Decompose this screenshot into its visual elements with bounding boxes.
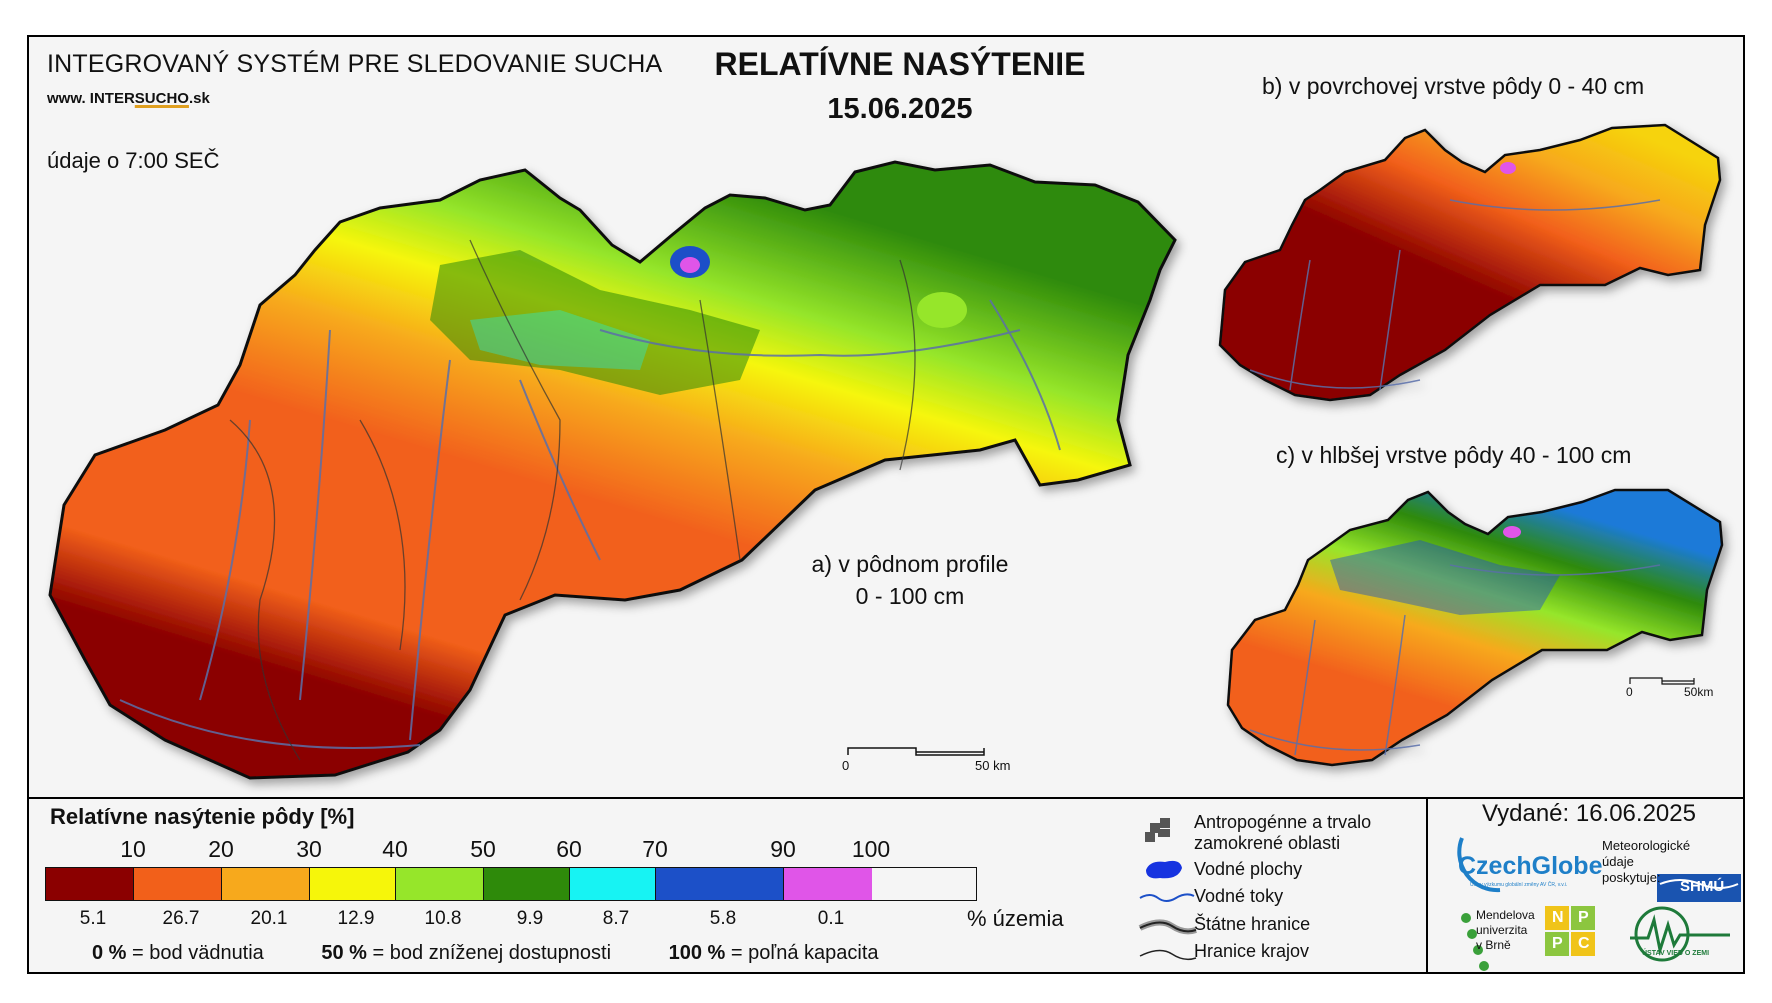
legend-tick-90: 90 <box>770 836 796 862</box>
legend-share-7: 8.7 <box>602 908 630 929</box>
symbol-water-body-label: Vodné plochy <box>1194 859 1303 879</box>
url-prefix: www. INTER <box>47 90 135 107</box>
main-map-rivers <box>119 299 1061 749</box>
legend-class-4 <box>310 868 396 900</box>
legend-share-4: 12.9 <box>337 908 375 929</box>
main-map-purple-spot <box>680 257 700 273</box>
legend-share-8: 5.8 <box>709 908 737 929</box>
ustav-logo-icon <box>1630 906 1730 962</box>
small-scale-zero: 0 <box>1626 685 1633 699</box>
bottom-small-map-blue-zone <box>1330 540 1560 615</box>
symbol-state-border-inner-icon <box>1139 921 1197 933</box>
legend-tick-100: 100 <box>851 836 891 862</box>
map-date: 15.06.2025 <box>827 93 973 125</box>
shmu-logo-icon <box>1657 874 1741 902</box>
main-map-label-line1: a) v pôdnom profile <box>811 551 1009 577</box>
issued-date: Vydané: 16.06.2025 <box>1482 800 1696 827</box>
top-small-map-label: b) v povrchovej vrstve pôdy 0 - 40 cm <box>1262 73 1645 99</box>
bottom-small-map <box>1226 488 1724 767</box>
nppc-letter-n: N <box>1552 909 1564 926</box>
legend-tick-70: 70 <box>642 836 668 862</box>
symbol-anthropogenic-label: Antropogénne a trvalo zamokrené oblasti <box>1194 812 1372 853</box>
legend-share-2: 26.7 <box>162 908 200 929</box>
main-map-territory <box>48 160 1177 780</box>
legend-class-7 <box>570 868 656 900</box>
bottom-small-map-purple-spot <box>1503 526 1521 538</box>
note-wilting: 0 % = bod vädnutia <box>92 942 264 964</box>
legend-share-5: 10.8 <box>424 908 462 929</box>
website-link[interactable]: www. INTERSUCHO.sk <box>47 90 210 107</box>
main-scale-zero: 0 <box>842 758 849 773</box>
url-suffix: .sk <box>188 90 210 107</box>
shmu-logo-text: SHMÚ <box>1680 878 1725 895</box>
top-small-map-purple-spot <box>1500 162 1516 174</box>
nppc-logo-icon <box>1545 906 1595 956</box>
czechglobe-logo-icon <box>1457 837 1501 893</box>
symbol-region-border-icon <box>1139 949 1197 961</box>
bottom-small-map-label: c) v hlbšej vrstve pôdy 40 - 100 cm <box>1276 442 1632 468</box>
symbol-stream-label: Vodné toky <box>1194 886 1284 906</box>
map-title: RELATÍVNE NASÝTENIE <box>714 46 1086 82</box>
legend-class-8 <box>656 868 784 900</box>
nppc-letter-c: C <box>1578 935 1590 952</box>
czechglobe-logo-text: CzechGlobe <box>1458 852 1603 880</box>
main-map-label-line2: 0 - 100 cm <box>855 583 965 609</box>
legend-divider <box>27 797 1745 799</box>
legend-notes: 0 % = bod vädnutia 50 % = bod zníženej d… <box>92 942 931 965</box>
top-small-map <box>1218 123 1722 402</box>
legend-class-3 <box>222 868 310 900</box>
legend-class-1 <box>46 868 134 900</box>
data-time: údaje o 7:00 SEČ <box>47 148 220 173</box>
legend-tick-40: 40 <box>382 836 408 862</box>
czechglobe-subtitle: Ústav výzkumu globální změny AV ČR, v.v.… <box>1470 882 1568 888</box>
ustav-logo-text: ÚSTAV VIED O ZEMI <box>1642 950 1710 957</box>
legend-class-2 <box>134 868 222 900</box>
bottom-small-map-territory <box>1226 488 1724 767</box>
legend-share-9: 0.1 <box>817 908 845 929</box>
legend-tick-50: 50 <box>470 836 496 862</box>
main-map-label: a) v pôdnom profile 0 - 100 cm <box>790 548 1030 612</box>
mendel-logo-text: Mendelova univerzita v Brně <box>1476 908 1535 952</box>
main-map-region-borders <box>229 239 916 761</box>
small-scale-end: 50km <box>1684 685 1713 699</box>
footer-divider <box>1426 797 1428 974</box>
legend-share-unit: % územia <box>967 906 1064 931</box>
mendel-logo-icon <box>1461 913 1489 971</box>
url-brand: SUCHO <box>134 90 189 107</box>
legend-tick-30: 30 <box>296 836 322 862</box>
small-scale-bar <box>1629 677 1695 685</box>
main-map <box>48 160 1177 780</box>
legend-class-6 <box>484 868 570 900</box>
symbol-stream-icon <box>1139 893 1195 902</box>
legend-share-3: 20.1 <box>250 908 288 929</box>
legend-class-5 <box>396 868 484 900</box>
symbol-water-body-icon <box>1146 860 1182 879</box>
main-map-cyan-zone <box>470 310 650 370</box>
note-reduced: 50 % = bod zníženej dostupnosti <box>321 942 612 964</box>
legend-share-6: 9.9 <box>516 908 544 929</box>
symbol-region-border-label: Hranice krajov <box>1194 941 1310 961</box>
main-map-green-spot <box>917 292 967 328</box>
top-small-map-territory <box>1218 123 1722 402</box>
main-scale-bar <box>847 747 985 756</box>
meteo-provider-label: Meteorologické údaje poskytuje: <box>1602 838 1691 885</box>
system-title: INTEGROVANÝ SYSTÉM PRE SLEDOVANIE SUCHA <box>47 50 663 78</box>
symbol-state-border-label: Štátne hranice <box>1194 914 1311 934</box>
main-scale-end: 50 km <box>975 758 1010 773</box>
nppc-letter-p1: P <box>1578 909 1589 926</box>
legend-tick-10: 10 <box>120 836 146 862</box>
legend-title: Relatívne nasýtenie pôdy [%] <box>50 804 355 829</box>
legend-color-bar <box>45 867 977 901</box>
legend-tick-20: 20 <box>208 836 234 862</box>
symbol-anthropogenic-icon <box>1145 818 1170 842</box>
nppc-letter-p2: P <box>1552 935 1563 952</box>
note-capacity: 100 % = poľná kapacita <box>668 942 879 964</box>
legend-class-9 <box>784 868 872 900</box>
legend-share-1: 5.1 <box>79 908 107 929</box>
legend-tick-60: 60 <box>556 836 582 862</box>
